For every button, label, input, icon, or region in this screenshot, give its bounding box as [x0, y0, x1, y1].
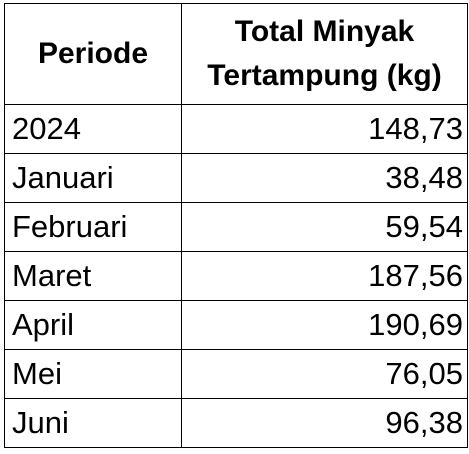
header-line-2: Tertampung (kg) [207, 59, 442, 92]
table-row: 2024 148,73 [4, 104, 468, 154]
header-periode: Periode [4, 3, 182, 105]
period-cell: Februari [4, 202, 182, 252]
header-line-1: Total Minyak [234, 15, 415, 48]
value-cell: 148,73 [181, 104, 468, 154]
value-cell: 190,69 [181, 300, 468, 350]
value-cell: 59,54 [181, 202, 468, 252]
table-row: Maret 187,56 [4, 251, 468, 301]
period-cell: Januari [4, 153, 182, 203]
table-row: Februari 59,54 [4, 202, 468, 252]
table-row: Juni 96,38 [4, 398, 468, 448]
oil-collection-table: Periode Total Minyak Tertampung (kg) 202… [4, 3, 468, 448]
table-row: April 190,69 [4, 300, 468, 350]
value-cell: 187,56 [181, 251, 468, 301]
header-total-minyak: Total Minyak Tertampung (kg) [181, 3, 468, 105]
period-cell: Mei [4, 349, 182, 399]
value-cell: 96,38 [181, 398, 468, 448]
header-row: Periode Total Minyak Tertampung (kg) [4, 3, 468, 105]
period-cell: Maret [4, 251, 182, 301]
period-cell: April [4, 300, 182, 350]
value-cell: 76,05 [181, 349, 468, 399]
table-row: Mei 76,05 [4, 349, 468, 399]
period-cell: Juni [4, 398, 182, 448]
value-cell: 38,48 [181, 153, 468, 203]
period-cell: 2024 [4, 104, 182, 154]
table-row: Januari 38,48 [4, 153, 468, 203]
